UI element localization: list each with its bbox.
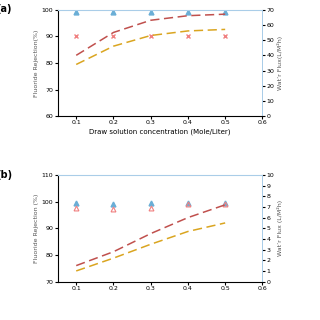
Y-axis label: Wat’r Flux(L/M²h): Wat’r Flux(L/M²h) [277,36,283,90]
Y-axis label: Fluoride Rejection(%): Fluoride Rejection(%) [34,29,39,97]
X-axis label: Draw solution concentration (Mole/Liter): Draw solution concentration (Mole/Liter) [89,128,231,135]
Y-axis label: Fluoride Rejection (%): Fluoride Rejection (%) [34,194,39,263]
Text: (a): (a) [0,4,12,14]
Text: (b): (b) [0,170,12,180]
Y-axis label: Wat’r Flux (L/M²h): Wat’r Flux (L/M²h) [277,200,283,256]
